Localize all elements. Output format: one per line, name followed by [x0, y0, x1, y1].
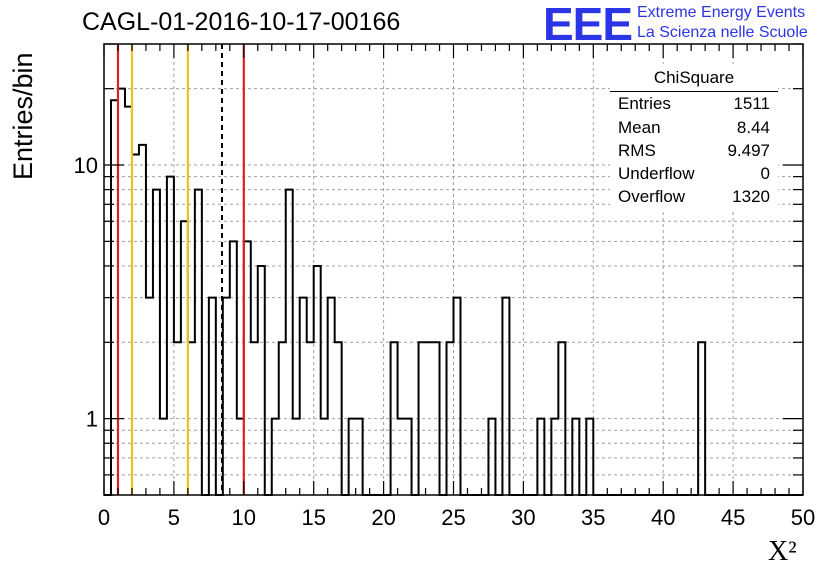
stats-row-overflow: Overflow 1320: [618, 187, 770, 210]
tick-labels: 0 5 10 15 20 25 30 35 40 45 50 1 10: [74, 153, 816, 530]
histogram-bin: [167, 177, 174, 495]
marker-lines: [116, 44, 245, 495]
stats-value: 0: [760, 164, 770, 183]
histogram-bin: [223, 298, 230, 495]
y-tick-label: 1: [86, 407, 98, 432]
stats-value: 8.44: [736, 118, 770, 137]
axes: [103, 43, 804, 496]
y-tick-label: 10: [74, 153, 98, 178]
x-tick-label: 50: [791, 505, 815, 530]
stats-box: ChiSquare Entries 1511 Mean 8.44 RMS 9.4…: [610, 64, 778, 212]
logo-line-2: La Scienza nelle Scuole: [637, 24, 808, 41]
x-tick-label: 0: [98, 505, 110, 530]
stats-key: Entries: [618, 94, 671, 113]
stats-title: ChiSquare: [653, 68, 735, 87]
stats-row-mean: Mean 8.44: [618, 118, 770, 141]
x-tick-label: 25: [441, 505, 465, 530]
x-tick-label: 30: [511, 505, 535, 530]
eee-logo: EEE: [543, 0, 633, 50]
histogram-bin: [258, 266, 265, 495]
x-tick-label: 20: [371, 505, 395, 530]
histogram-bin: [146, 298, 153, 495]
histogram-bin: [230, 241, 237, 495]
x-tick-label: 35: [581, 505, 605, 530]
x-tick-label: 10: [232, 505, 256, 530]
stats-row-rms: RMS 9.497: [618, 141, 770, 164]
logo-line-1: Extreme Energy Events: [637, 4, 806, 21]
x-tick-label: 5: [168, 505, 180, 530]
stats-value: 9.497: [727, 141, 770, 160]
stats-key: Overflow: [618, 187, 686, 206]
x-tick-label: 40: [651, 505, 675, 530]
x-tick-label: 45: [721, 505, 745, 530]
y-axis-label: Entries/bin: [8, 52, 38, 180]
histogram-bin: [209, 298, 216, 495]
x-axis-label: X²: [768, 536, 797, 567]
x-tick-label: 15: [301, 505, 325, 530]
histogram-bin: [300, 298, 307, 495]
histogram-bin: [454, 298, 461, 495]
histogram-bin: [314, 266, 321, 495]
stats-row-entries: Entries 1511: [618, 94, 770, 117]
stats-key: Underflow: [618, 164, 695, 183]
stats-value: 1320: [732, 187, 770, 206]
histogram-bin: [328, 298, 335, 495]
histogram-bin: [139, 145, 146, 495]
histogram-bin: [502, 298, 509, 495]
stats-key: Mean: [618, 118, 661, 137]
stats-row-underflow: Underflow 0: [618, 164, 770, 187]
stats-divider: [610, 91, 778, 92]
stats-value: 1511: [733, 94, 770, 113]
chart-title: CAGL-01-2016-10-17-00166: [82, 8, 401, 36]
stats-key: RMS: [618, 141, 656, 160]
